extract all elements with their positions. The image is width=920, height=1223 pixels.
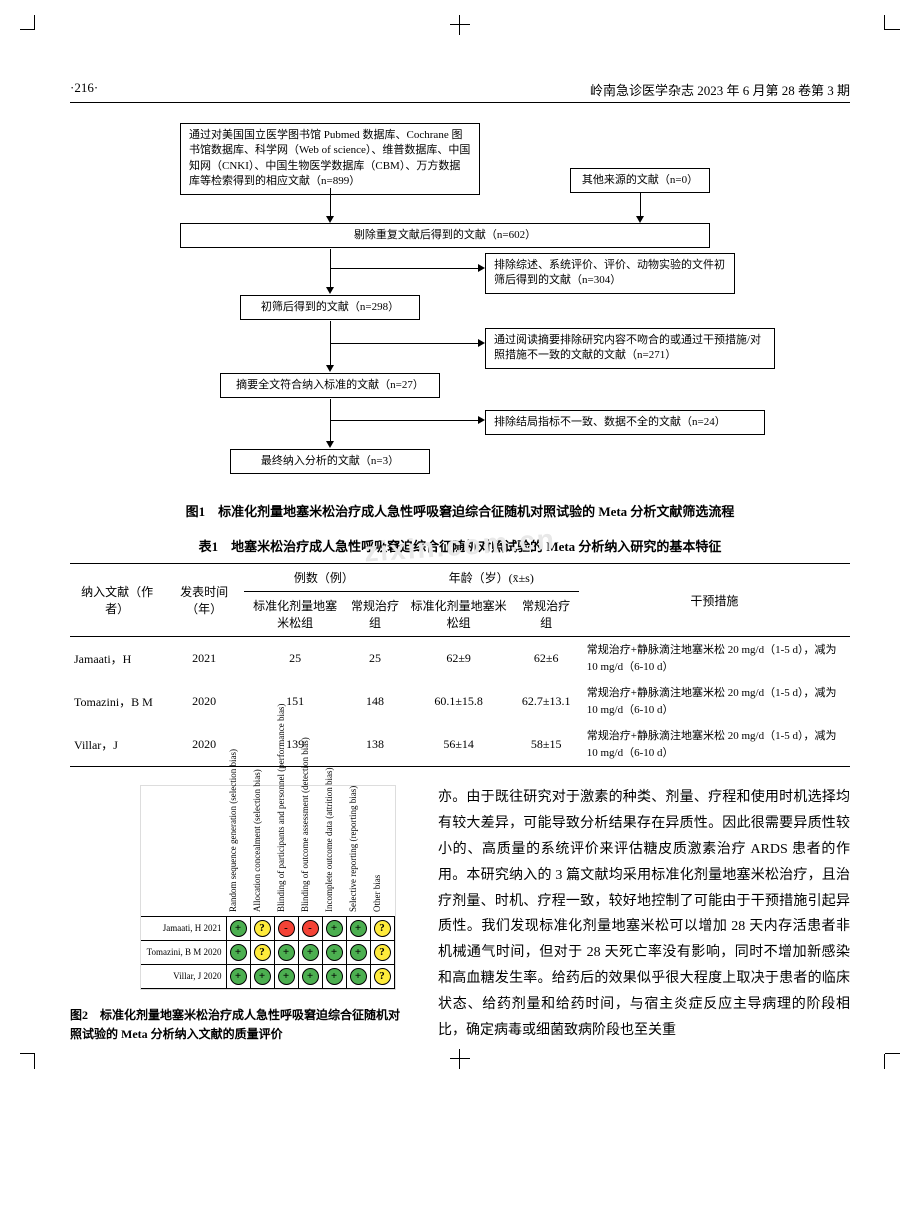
- td-age1: 60.1±15.8: [404, 680, 514, 723]
- journal-header: 岭南急诊医学杂志 2023 年 6 月第 28 卷第 3 期: [590, 80, 850, 99]
- crop-mark: [870, 1039, 900, 1069]
- table1-caption: 表1 地塞米松治疗成人急性呼吸窘迫综合征随机对照试验的 Meta 分析纳入研究的…: [70, 536, 850, 555]
- bias-domain-label: Other bias: [372, 874, 382, 911]
- bias-circle: +: [254, 968, 271, 985]
- bias-circle: ?: [374, 920, 391, 937]
- bias-domain-label: Allocation concealment (selection bias): [252, 769, 262, 912]
- th-age2: 常规治疗组: [514, 592, 579, 637]
- flowchart-figure: 通过对美国国立医学图书馆 Pubmed 数据库、Cochrane 图书馆数据库、…: [120, 123, 800, 483]
- bias-circle: +: [302, 944, 319, 961]
- crop-mark: [450, 1049, 470, 1069]
- bias-circle: -: [302, 920, 319, 937]
- risk-of-bias-figure: Random sequence generation (selection bi…: [140, 785, 396, 990]
- body-paragraph: 亦。由于既往研究对于激素的种类、剂量、疗程和使用时机选择均有较大差异，可能导致分…: [438, 785, 850, 1044]
- th-n2: 常规治疗组: [346, 592, 403, 637]
- page-number: ·216·: [70, 80, 98, 99]
- td-year: 2020: [164, 680, 244, 723]
- flow-box: 剔除重复文献后得到的文献（n=602）: [180, 223, 710, 248]
- crop-mark: [450, 15, 470, 35]
- bias-circle: +: [302, 968, 319, 985]
- bias-circle: +: [350, 968, 367, 985]
- th-n1: 标准化剂量地塞米松组: [244, 592, 346, 637]
- td-n2: 138: [346, 723, 403, 767]
- th-n-group: 例数（例）: [244, 564, 404, 592]
- td-age1: 62±9: [404, 637, 514, 681]
- bias-study-label: Villar, J 2020: [141, 964, 226, 988]
- page-header: ·216· 岭南急诊医学杂志 2023 年 6 月第 28 卷第 3 期: [70, 80, 850, 103]
- bias-study-label: Jamaati, H 2021: [141, 916, 226, 940]
- td-n1: 151: [244, 680, 346, 723]
- figure1-caption: 图1 标准化剂量地塞米松治疗成人急性呼吸窘迫综合征随机对照试验的 Meta 分析…: [70, 501, 850, 520]
- flow-box: 摘要全文符合纳入标准的文献（n=27）: [220, 373, 440, 398]
- bias-circle: +: [230, 968, 247, 985]
- bias-circle: +: [230, 920, 247, 937]
- th-age1: 标准化剂量地塞米松组: [404, 592, 514, 637]
- bias-domain-label: Random sequence generation (selection bi…: [228, 749, 238, 912]
- td-intervention: 常规治疗+静脉滴注地塞米松 20 mg/d（1-5 d），减为 10 mg/d（…: [579, 723, 850, 767]
- th-author: 纳入文献（作者）: [70, 564, 164, 637]
- flow-box: 排除综述、系统评价、评价、动物实验的文件初筛后得到的文献（n=304）: [485, 253, 735, 294]
- bias-circle: ?: [254, 920, 271, 937]
- crop-mark: [20, 1039, 50, 1069]
- flow-box: 通过阅读摘要排除研究内容不吻合的或通过干预措施/对照措施不一致的文献的文献（n=…: [485, 328, 775, 369]
- td-n1: 25: [244, 637, 346, 681]
- td-author: Jamaati，H: [70, 637, 164, 681]
- bias-circle: +: [326, 968, 343, 985]
- bias-study-label: Tomazini, B M 2020: [141, 940, 226, 964]
- bias-circle: +: [278, 944, 295, 961]
- crop-mark: [870, 15, 900, 45]
- td-intervention: 常规治疗+静脉滴注地塞米松 20 mg/d（1-5 d），减为 10 mg/d（…: [579, 637, 850, 681]
- td-author: Villar，J: [70, 723, 164, 767]
- bias-circle: +: [230, 944, 247, 961]
- bias-circle: +: [326, 920, 343, 937]
- flow-box: 初筛后得到的文献（n=298）: [240, 295, 420, 320]
- bias-circle: ?: [254, 944, 271, 961]
- flow-box: 通过对美国国立医学图书馆 Pubmed 数据库、Cochrane 图书馆数据库、…: [180, 123, 480, 195]
- td-age2: 62±6: [514, 637, 579, 681]
- td-year: 2021: [164, 637, 244, 681]
- td-age2: 62.7±13.1: [514, 680, 579, 723]
- bias-domain-label: Incomplete outcome data (attrition bias): [324, 767, 334, 911]
- bias-domain-label: Selective reporting (reporting bias): [348, 785, 358, 911]
- table1: 纳入文献（作者） 发表时间（年） 例数（例） 年龄（岁）(x̄±s) 干预措施 …: [70, 563, 850, 767]
- td-age1: 56±14: [404, 723, 514, 767]
- crop-mark: [20, 15, 50, 45]
- bias-circle: -: [278, 920, 295, 937]
- bias-circle: +: [326, 944, 343, 961]
- th-intervention: 干预措施: [579, 564, 850, 637]
- figure2-caption: 图2 标准化剂量地塞米松治疗成人急性呼吸窘迫综合征随机对照试验的 Meta 分析…: [70, 1006, 410, 1044]
- bias-domain-label: Blinding of participants and personnel (…: [276, 703, 286, 911]
- flow-box: 其他来源的文献（n=0）: [570, 168, 710, 193]
- bias-circle: +: [278, 968, 295, 985]
- td-age2: 58±15: [514, 723, 579, 767]
- td-intervention: 常规治疗+静脉滴注地塞米松 20 mg/d（1-5 d），减为 10 mg/d（…: [579, 680, 850, 723]
- bias-circle: ?: [374, 968, 391, 985]
- td-n2: 148: [346, 680, 403, 723]
- bias-circle: +: [350, 920, 367, 937]
- flow-box: 最终纳入分析的文献（n=3）: [230, 449, 430, 474]
- bias-circle: ?: [374, 944, 391, 961]
- flow-box: 排除结局指标不一致、数据不全的文献（n=24）: [485, 410, 765, 435]
- th-age-group: 年龄（岁）(x̄±s): [404, 564, 579, 592]
- th-year: 发表时间（年）: [164, 564, 244, 637]
- td-author: Tomazini，B M: [70, 680, 164, 723]
- bias-circle: +: [350, 944, 367, 961]
- td-n2: 25: [346, 637, 403, 681]
- bias-domain-label: Blinding of outcome assessment (detectio…: [300, 737, 310, 912]
- td-n1: 139: [244, 723, 346, 767]
